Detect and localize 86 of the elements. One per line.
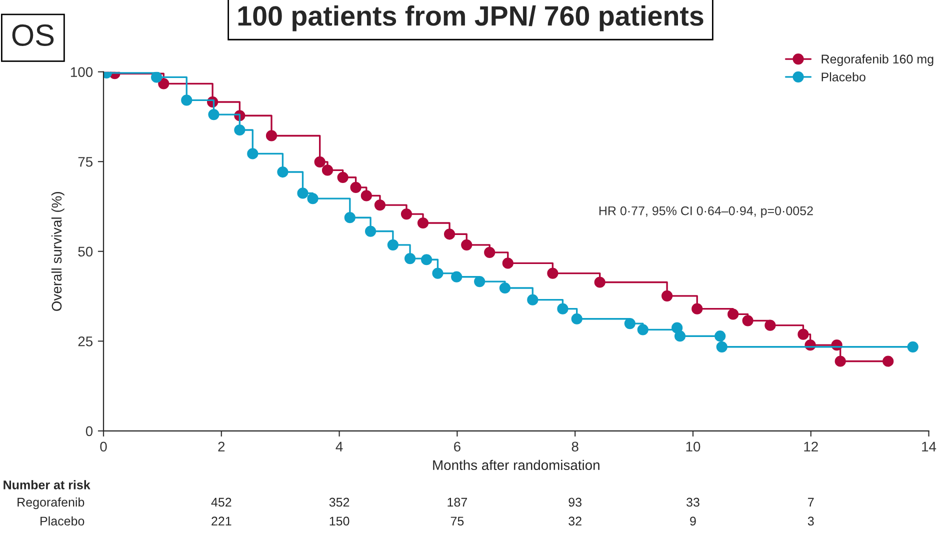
point: [151, 72, 162, 83]
annotation: HR 0·77, 95% CI 0·64–0·94, p=0·0052: [599, 206, 813, 218]
legend-label: Placebo: [822, 72, 866, 82]
x-tick-label: 14: [922, 442, 936, 452]
text: 3: [808, 516, 814, 526]
x-tick-label: 6: [454, 442, 460, 452]
x-tick-label: 2: [218, 442, 225, 452]
legend-label: Regorafenib 160 mg: [822, 54, 934, 66]
point: [387, 239, 398, 250]
point: [907, 341, 918, 352]
point: [716, 341, 728, 352]
point: [692, 303, 703, 314]
point: [674, 330, 686, 342]
point: [728, 308, 739, 320]
point: [420, 254, 432, 266]
point: [374, 199, 386, 211]
point: [624, 318, 636, 330]
point: [432, 268, 444, 279]
point: [266, 130, 278, 142]
point: [234, 124, 246, 136]
text: 9: [690, 516, 696, 526]
point: [637, 324, 648, 336]
point: [247, 148, 258, 160]
point: [764, 320, 776, 331]
x-tick-label: 10: [686, 442, 700, 452]
text: 221: [212, 516, 232, 526]
point: [322, 164, 334, 176]
x-axis-title: Months after randomisation: [433, 460, 600, 470]
point: [547, 268, 558, 279]
point: [882, 356, 894, 367]
point: [594, 276, 606, 288]
point: [277, 166, 288, 178]
point: [672, 322, 683, 334]
point: [742, 315, 754, 326]
point: [181, 94, 192, 106]
text: 75: [450, 516, 464, 526]
point: [484, 246, 496, 258]
point: [461, 239, 472, 250]
y-tick-label: 25: [78, 336, 93, 346]
text: 93: [568, 498, 582, 507]
text: 452: [211, 498, 232, 507]
text: 187: [448, 498, 467, 507]
text: 32: [568, 516, 582, 526]
point: [158, 78, 170, 90]
point: [337, 172, 348, 183]
y-tick-label: 0: [86, 426, 93, 436]
y-axis-title: Overall survival (%): [51, 192, 64, 311]
point: [661, 290, 673, 302]
point: [571, 313, 582, 324]
x-tick-label: 12: [804, 442, 818, 452]
text: 352: [329, 498, 350, 507]
point: [444, 228, 456, 240]
point: [499, 282, 510, 294]
text: 33: [686, 498, 700, 507]
point: [314, 156, 326, 168]
point: [451, 271, 462, 282]
point: [557, 303, 568, 314]
point: [527, 294, 538, 306]
point: [417, 217, 429, 229]
point: [798, 328, 809, 340]
y-tick-label: 50: [78, 246, 93, 257]
point: [400, 208, 412, 220]
point: [297, 188, 308, 199]
point: [208, 108, 220, 120]
x-tick-label: 4: [336, 442, 343, 452]
y-tick-label: 100: [70, 67, 93, 77]
text: OS: [12, 24, 54, 46]
point: [714, 330, 726, 342]
x-tick-label: 8: [572, 442, 578, 452]
point: [350, 182, 362, 194]
point: [404, 252, 416, 264]
point: [834, 356, 846, 367]
point: [502, 258, 514, 269]
chart-title: 100 patients from JPN/ 760 patients: [238, 5, 704, 32]
text: Placebo: [40, 516, 84, 526]
point: [344, 212, 356, 224]
y-tick-label: 75: [78, 157, 93, 167]
point: [364, 226, 376, 237]
text: 7: [808, 498, 814, 507]
point: [307, 193, 318, 204]
x-tick-label: 0: [100, 442, 107, 452]
text: Regorafenib: [18, 497, 84, 510]
point: [474, 276, 486, 288]
point: [360, 190, 372, 202]
text: Number at risk: [4, 480, 90, 490]
text: 150: [330, 516, 350, 526]
